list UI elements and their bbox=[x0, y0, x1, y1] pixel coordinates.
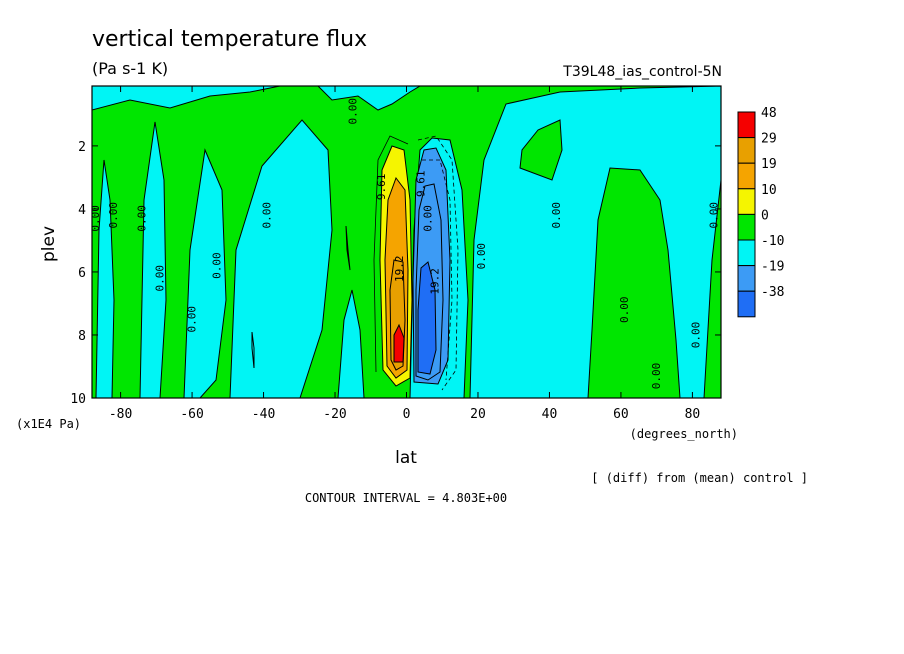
contour-label: 0.00 bbox=[550, 202, 563, 229]
units-label: (Pa s-1 K) bbox=[92, 59, 168, 78]
contour-label: 19.2 bbox=[429, 268, 442, 295]
region-neg-top-left bbox=[92, 86, 281, 111]
colorbar-label: 48 bbox=[761, 106, 777, 121]
colorbar-swatch bbox=[737, 265, 756, 292]
x-tick-label: -20 bbox=[323, 407, 346, 422]
colorbar-swatch bbox=[737, 188, 756, 215]
y-axis-unit: (x1E4 Pa) bbox=[16, 417, 81, 431]
contour-label: 9.61 bbox=[414, 170, 427, 197]
colorbar-label: -19 bbox=[761, 260, 784, 275]
contour-line-neg-outer bbox=[417, 135, 459, 391]
region-neg-sh-sub bbox=[337, 289, 365, 398]
contour-label: 0.00 bbox=[707, 202, 720, 229]
colorbar-label: -10 bbox=[761, 234, 784, 249]
x-tick-label: 0 bbox=[403, 407, 411, 422]
contour-label: 0.00 bbox=[107, 202, 120, 229]
contour-label: 0.00 bbox=[136, 205, 149, 232]
colorbar-swatch bbox=[737, 239, 756, 267]
x-axis-unit: (degrees_north) bbox=[630, 427, 738, 441]
region-neg-38 bbox=[417, 261, 437, 375]
contour-label: 19.2 bbox=[393, 256, 406, 283]
x-tick-label: 80 bbox=[685, 407, 701, 422]
colorbar-label: 10 bbox=[761, 183, 777, 198]
contour-label: 0.00 bbox=[211, 252, 224, 279]
diff-note: [ (diff) from (mean) control ] bbox=[591, 471, 808, 485]
y-axis: 2 4 6 8 10 bbox=[70, 140, 721, 407]
contour-label: 0.00 bbox=[261, 202, 274, 229]
contour-line-sh-spike bbox=[251, 331, 255, 369]
region-neg-sh-band2 bbox=[183, 148, 227, 398]
colorbar-swatch bbox=[737, 111, 756, 139]
run-label: T39L48_ias_control-5N bbox=[562, 64, 722, 80]
colorbar-label: 29 bbox=[761, 132, 777, 147]
region-neg-top-mid bbox=[317, 86, 421, 111]
region-neg-sh-mid bbox=[229, 119, 333, 398]
y-tick-label: 4 bbox=[78, 203, 86, 218]
x-axis: -80 -60 -40 -20 0 20 40 60 80 bbox=[109, 86, 700, 422]
colorbar-swatch bbox=[737, 290, 756, 318]
chart-title: vertical temperature flux bbox=[92, 27, 367, 52]
contour-label: 9.61 bbox=[375, 174, 388, 201]
contour-label: 0.00 bbox=[346, 98, 359, 125]
colorbar-label: 19 bbox=[761, 157, 777, 172]
region-green-nh-pocket bbox=[519, 119, 563, 181]
region-pos-48 bbox=[393, 323, 405, 363]
contour-label: 0.00 bbox=[186, 306, 199, 333]
colorbar-swatch bbox=[737, 213, 756, 241]
contour-label: 0.00 bbox=[475, 243, 488, 270]
y-axis-title: plev bbox=[39, 226, 59, 262]
x-axis-title: lat bbox=[395, 448, 417, 468]
contour-label: 0.00 bbox=[422, 205, 435, 232]
colorbar: 48 29 19 10 0 -10 -19 -38 bbox=[737, 106, 784, 318]
y-tick-label: 2 bbox=[78, 140, 86, 155]
contour-label: 0.00 bbox=[618, 297, 631, 324]
x-tick-label: -40 bbox=[252, 407, 275, 422]
x-tick-label: -80 bbox=[109, 407, 132, 422]
x-tick-label: -60 bbox=[180, 407, 203, 422]
colorbar-label: -38 bbox=[761, 285, 784, 300]
x-tick-label: 60 bbox=[613, 407, 629, 422]
x-tick-label: 20 bbox=[470, 407, 486, 422]
plot-area: 0.00 0.00 0.00 0.00 0.00 0.00 0.00 0.00 9.61 19.2… bbox=[89, 86, 721, 398]
contour-label: 0.00 bbox=[153, 265, 166, 292]
colorbar-swatch bbox=[737, 162, 756, 190]
contour-label: 0.00 bbox=[690, 322, 703, 349]
colorbar-label: 0 bbox=[761, 208, 769, 223]
contour-labels: 0.00 0.00 0.00 0.00 0.00 0.00 0.00 0.00 9.61 19.2… bbox=[89, 98, 720, 390]
x-tick-label: 40 bbox=[542, 407, 558, 422]
contour-line-sh-spike2 bbox=[345, 225, 351, 271]
contour-label: 0.00 bbox=[89, 205, 102, 232]
region-neg-sh-polar bbox=[95, 159, 115, 398]
contour-label: 0.00 bbox=[650, 363, 663, 390]
y-tick-label: 10 bbox=[70, 392, 86, 407]
contour-interval: CONTOUR INTERVAL = 4.803E+00 bbox=[305, 491, 507, 505]
colorbar-swatch bbox=[737, 137, 756, 164]
contour-line-pos-outer bbox=[373, 135, 409, 373]
contour-line-neg-inner bbox=[422, 159, 453, 381]
y-tick-label: 8 bbox=[78, 329, 86, 344]
y-tick-label: 6 bbox=[78, 266, 86, 281]
region-neg-sh-band1 bbox=[139, 121, 167, 398]
